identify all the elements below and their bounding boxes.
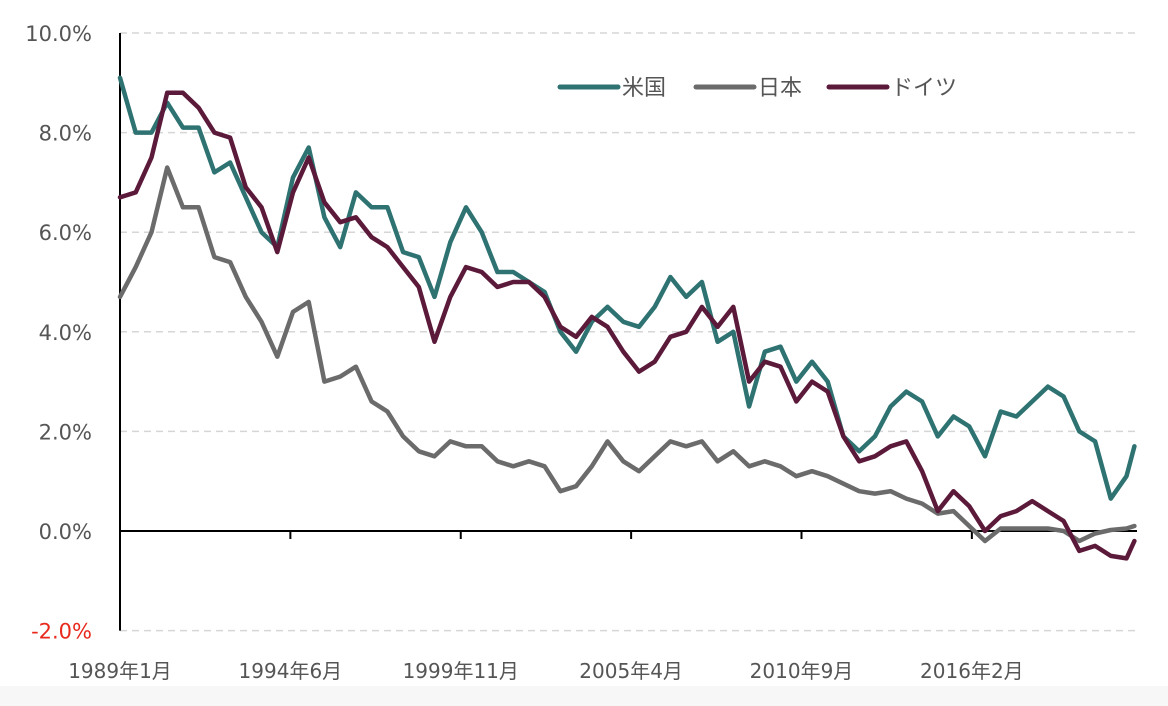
y-tick-label: 8.0% (39, 122, 92, 146)
series-lines (117, 75, 1137, 561)
x-tick-label: 1999年11月 (403, 659, 519, 683)
series-line-米国 (117, 75, 1137, 501)
y-tick-label: 6.0% (39, 221, 92, 245)
legend-label: 日本 (758, 76, 802, 101)
y-tick-label: 4.0% (39, 321, 92, 345)
series-line-日本 (117, 165, 1137, 544)
y-axis-labels: 10.0% 8.0% 6.0% 4.0% 2.0% 0.0% -2.0% (25, 22, 92, 644)
series-line-ドイツ (117, 90, 1137, 561)
x-tick-label: 1989年1月 (68, 659, 172, 683)
y-tick-label: 10.0% (25, 22, 92, 46)
x-tick-label: 2010年9月 (750, 659, 854, 683)
x-axis: 1989年1月 1994年6月 1999年11月 2005年4月 2010年9月 2016… (68, 33, 1137, 683)
gridlines (120, 32, 1137, 632)
legend: 米国 日本 ドイツ (557, 76, 957, 101)
legend-label: 米国 (622, 76, 666, 101)
y-tick-label: 0.0% (39, 520, 92, 544)
legend-label: ドイツ (891, 76, 957, 101)
x-tick-label: 1994年6月 (239, 659, 343, 683)
bottom-band (0, 686, 1168, 706)
x-tick-label: 2016年2月 (920, 659, 1024, 683)
x-tick-label: 2005年4月 (579, 659, 683, 683)
y-tick-label: 2.0% (39, 420, 92, 444)
y-tick-label: -2.0% (31, 620, 92, 644)
